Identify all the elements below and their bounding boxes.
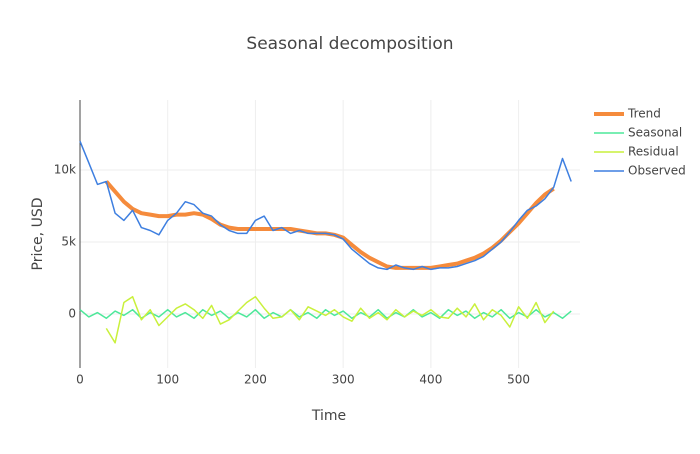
series-line <box>104 180 555 270</box>
x-tick-label: 300 <box>332 373 355 387</box>
y-tick-label: 10k <box>54 162 76 176</box>
legend-label: Observed <box>628 164 686 178</box>
y-tick-label: 5k <box>61 234 76 248</box>
x-tick-label: 400 <box>419 373 442 387</box>
y-axis-title: Price, USD <box>30 198 46 271</box>
legend-label: Seasonal <box>628 126 682 140</box>
chart-title: Seasonal decomposition <box>246 34 453 54</box>
x-tick-label: 100 <box>156 373 179 387</box>
x-tick-label: 500 <box>507 373 530 387</box>
x-tick-label: 200 <box>244 373 267 387</box>
legend-label: Trend <box>627 107 661 121</box>
x-axis-title: Time <box>311 408 346 424</box>
legend-label: Residual <box>628 145 679 159</box>
series-line <box>79 140 572 271</box>
x-tick-label: 0 <box>76 373 84 387</box>
series-line <box>79 308 572 320</box>
y-tick-label: 0 <box>68 306 76 320</box>
series-line <box>105 295 555 344</box>
